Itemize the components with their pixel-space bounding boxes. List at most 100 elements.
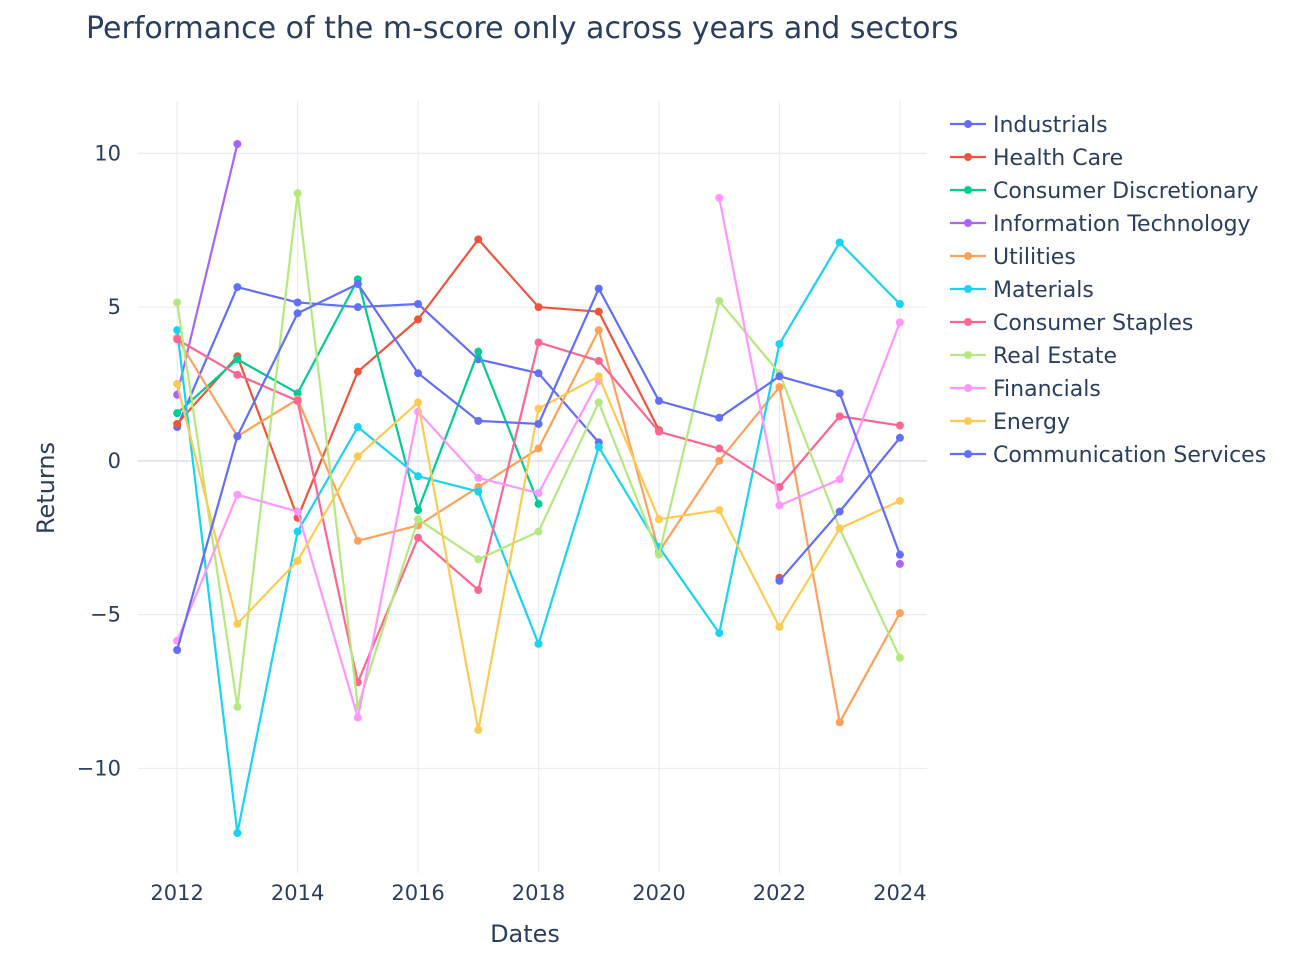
legend-marker [964, 450, 972, 458]
data-point [654, 396, 663, 405]
series-communication-services [173, 280, 904, 655]
legend-marker [964, 384, 972, 392]
data-point [594, 443, 603, 452]
legend-item[interactable]: Materials [950, 278, 1094, 303]
data-point [895, 421, 904, 430]
legend-item[interactable]: Information Technology [950, 212, 1251, 237]
data-point [233, 283, 242, 292]
data-point [835, 412, 844, 421]
y-tick-label: 5 [108, 295, 121, 319]
data-point [835, 524, 844, 533]
data-point [414, 369, 423, 378]
data-point [534, 338, 543, 347]
legend-marker [964, 252, 972, 260]
data-point [293, 309, 302, 318]
data-point [293, 527, 302, 536]
series-financials [173, 193, 904, 722]
data-point [233, 370, 242, 379]
data-point [534, 639, 543, 648]
series-energy [173, 372, 904, 734]
data-point [594, 372, 603, 381]
data-point [895, 318, 904, 327]
x-tick-label: 2018 [512, 881, 565, 905]
data-point [775, 372, 784, 381]
data-point [474, 555, 483, 564]
data-point [474, 347, 483, 356]
y-tick-label: 10 [94, 141, 121, 165]
data-point [895, 559, 904, 568]
data-point [835, 507, 844, 516]
legend-label: Financials [993, 377, 1101, 402]
legend-item[interactable]: Financials [950, 377, 1101, 402]
data-point [534, 527, 543, 536]
data-point [715, 506, 724, 515]
legend-item[interactable]: Industrials [950, 113, 1108, 138]
x-tick-label: 2022 [753, 881, 806, 905]
data-point [715, 296, 724, 305]
data-point [233, 432, 242, 441]
data-point [835, 475, 844, 484]
data-point [534, 369, 543, 378]
legend-marker [964, 120, 972, 128]
data-point [173, 326, 182, 335]
legend[interactable]: Industrials Health Care Consumer Discretio… [950, 113, 1266, 468]
legend-item[interactable]: Consumer Staples [950, 311, 1193, 336]
legend-item[interactable]: Energy [950, 410, 1070, 435]
data-point [414, 533, 423, 542]
x-axis-title: Dates [490, 920, 560, 948]
series-line [176, 380, 600, 719]
data-point [414, 398, 423, 407]
data-point [414, 515, 423, 524]
data-point [654, 550, 663, 559]
data-point [775, 576, 784, 585]
series-layer [173, 140, 904, 838]
data-point [474, 473, 483, 482]
x-tick-label: 2016 [391, 881, 444, 905]
data-point [353, 536, 362, 545]
data-point [233, 140, 242, 149]
legend-label: Communication Services [993, 443, 1266, 468]
data-point [534, 444, 543, 453]
data-point [775, 339, 784, 348]
data-point [474, 586, 483, 595]
tick-labels: 2012 2014 2016 2018 2020 2022 2024 10 5 0 −5 −10 [77, 141, 927, 905]
data-point [715, 629, 724, 638]
data-point [173, 419, 182, 428]
data-point [293, 389, 302, 398]
data-point [534, 499, 543, 508]
legend-item[interactable]: Utilities [950, 245, 1076, 270]
series-health-care [173, 235, 784, 582]
data-point [895, 653, 904, 662]
data-point [474, 235, 483, 244]
data-point [895, 550, 904, 559]
legend-label: Health Care [993, 146, 1123, 171]
data-point [534, 303, 543, 312]
data-point [715, 413, 724, 422]
data-point [233, 619, 242, 628]
x-tick-label: 2020 [632, 881, 685, 905]
legend-label: Energy [993, 410, 1070, 435]
data-point [654, 427, 663, 436]
data-point [353, 303, 362, 312]
data-point [173, 335, 182, 344]
data-point [353, 367, 362, 376]
chart-title: Performance of the m-score only across y… [86, 11, 959, 46]
data-point [353, 452, 362, 461]
y-tick-label: −10 [77, 756, 121, 780]
x-tick-label: 2012 [150, 881, 203, 905]
data-point [233, 355, 242, 364]
legend-item[interactable]: Consumer Discretionary [950, 179, 1259, 204]
data-point [474, 416, 483, 425]
legend-marker [964, 318, 972, 326]
legend-marker [964, 285, 972, 293]
legend-item[interactable]: Health Care [950, 146, 1123, 171]
data-point [293, 507, 302, 516]
legend-item[interactable]: Real Estate [950, 344, 1117, 369]
data-point [173, 379, 182, 388]
legend-label: Utilities [993, 245, 1076, 270]
legend-item[interactable]: Communication Services [950, 443, 1266, 468]
y-tick-label: 0 [108, 449, 121, 473]
data-point [715, 193, 724, 202]
legend-label: Consumer Staples [993, 311, 1193, 336]
